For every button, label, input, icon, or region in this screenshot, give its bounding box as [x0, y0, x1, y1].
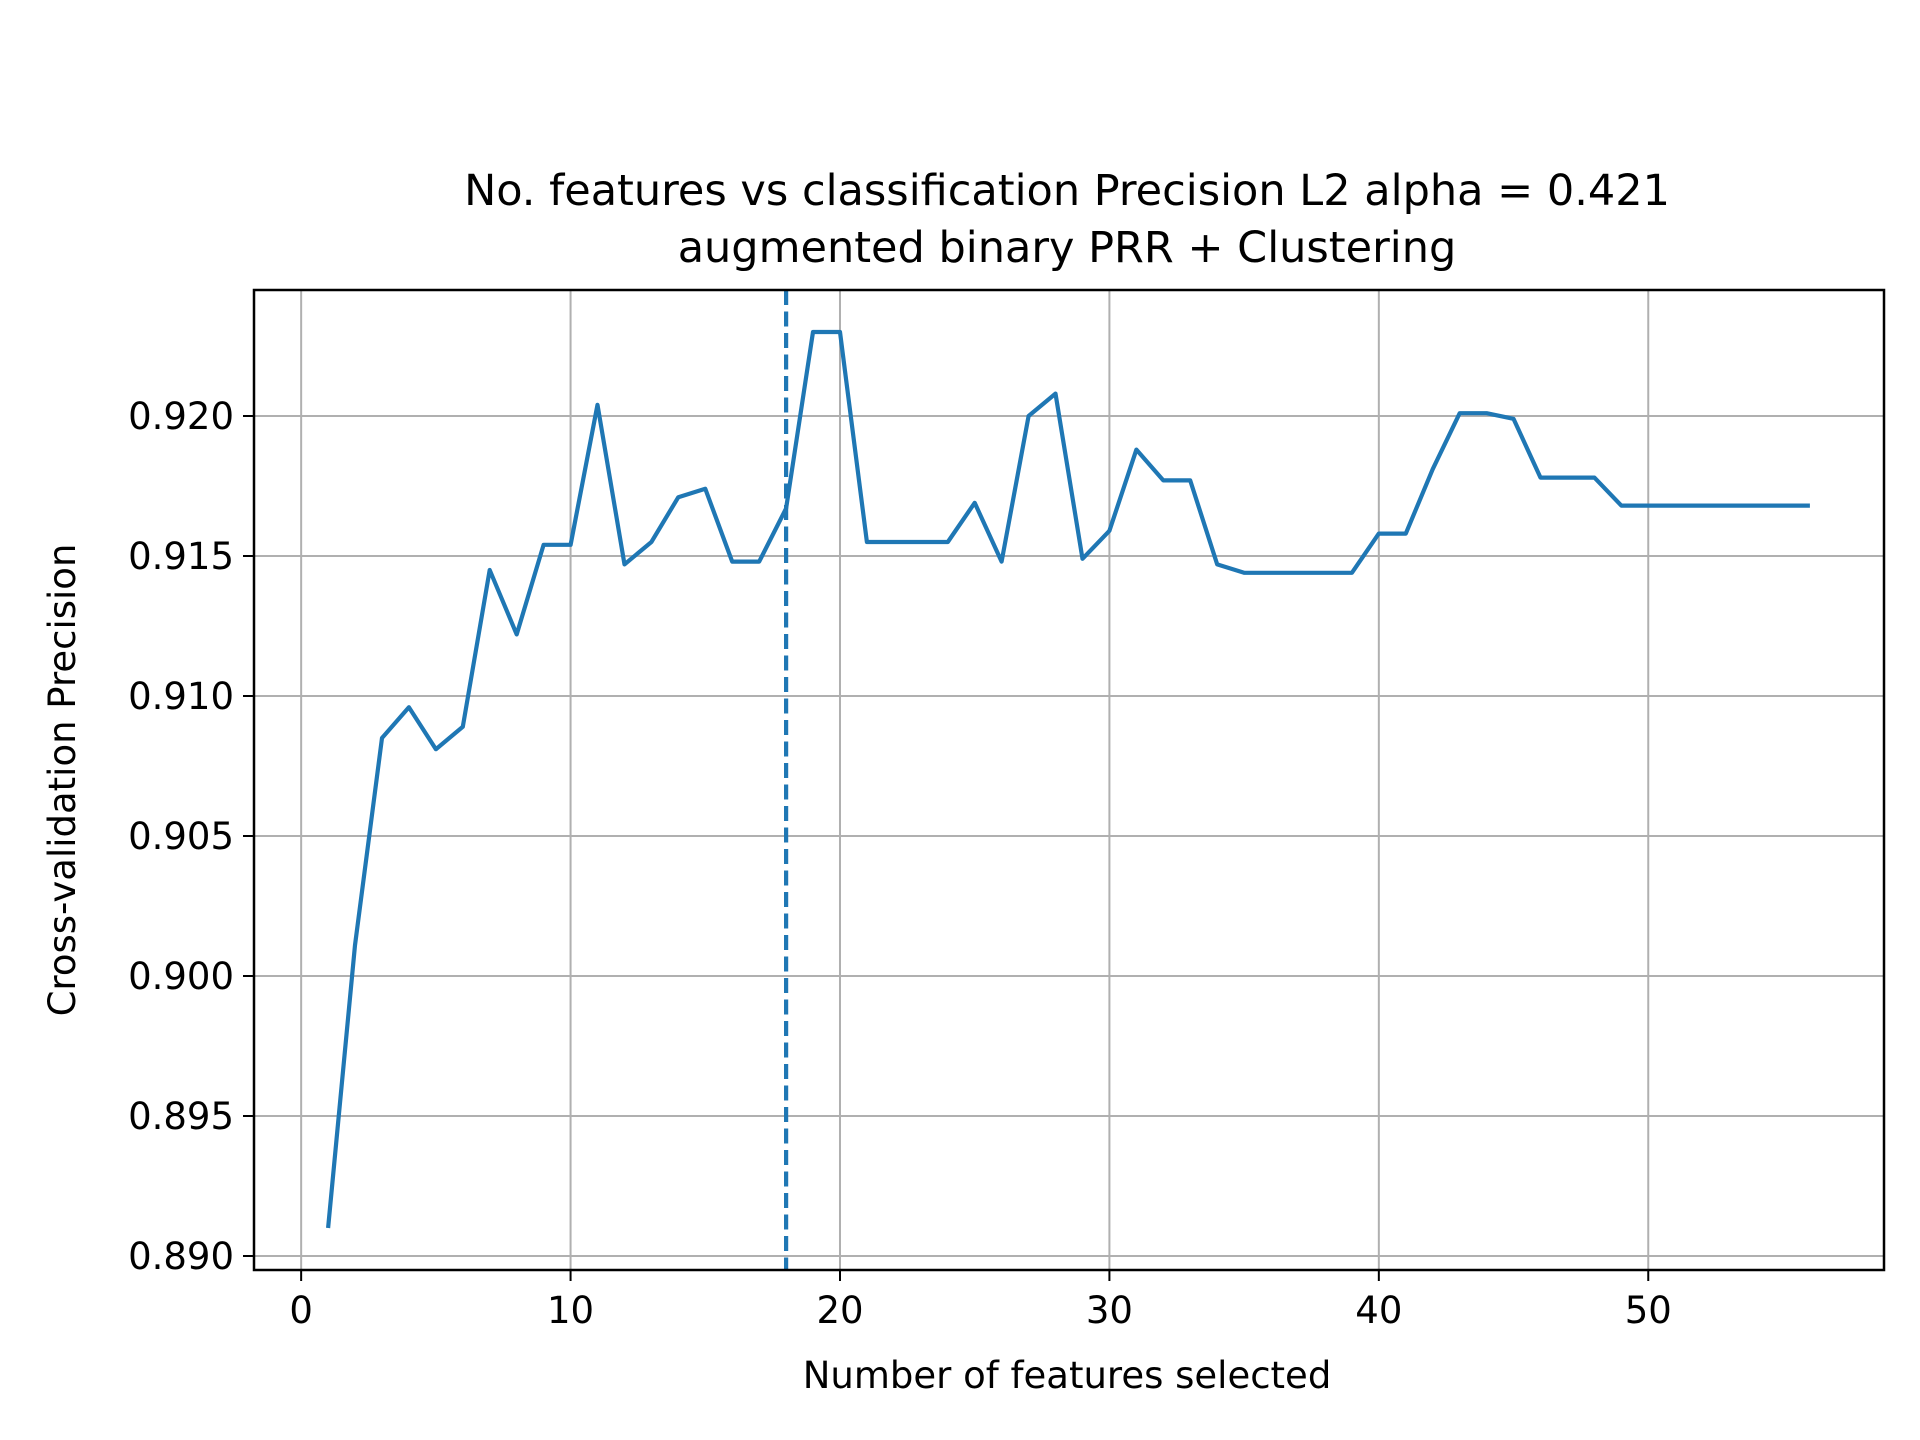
x-tick-label: 10 [547, 1289, 594, 1332]
grid-lines [254, 290, 1884, 1270]
y-axis-label: Cross-validation Precision [41, 544, 84, 1017]
y-tick-label: 0.890 [128, 1235, 234, 1278]
y-tick-label: 0.895 [128, 1095, 234, 1138]
plot-frame [252, 288, 1886, 1272]
x-tick-label: 0 [289, 1289, 313, 1332]
x-tick-label: 30 [1086, 1289, 1133, 1332]
chart-subtitle: augmented binary PRR + Clustering [678, 223, 1457, 273]
y-tick-label: 0.920 [128, 395, 234, 438]
y-tick-label: 0.900 [128, 955, 234, 998]
y-tick-label: 0.915 [128, 535, 234, 578]
y-tick-label: 0.910 [128, 675, 234, 718]
x-tick-label: 50 [1625, 1289, 1672, 1332]
x-tick-label: 40 [1355, 1289, 1402, 1332]
x-axis: 0 10 20 30 40 50 [289, 1270, 1672, 1332]
y-axis: 0.890 0.895 0.900 0.905 0.910 0.915 0.920 [128, 395, 254, 1278]
precision-line [326, 329, 1810, 1229]
plot-series [326, 290, 1810, 1270]
y-tick-label: 0.905 [128, 815, 234, 858]
x-axis-label: Number of features selected [803, 1354, 1332, 1397]
x-tick-label: 20 [816, 1289, 863, 1332]
chart-title: No. features vs classification Precision… [464, 166, 1670, 216]
